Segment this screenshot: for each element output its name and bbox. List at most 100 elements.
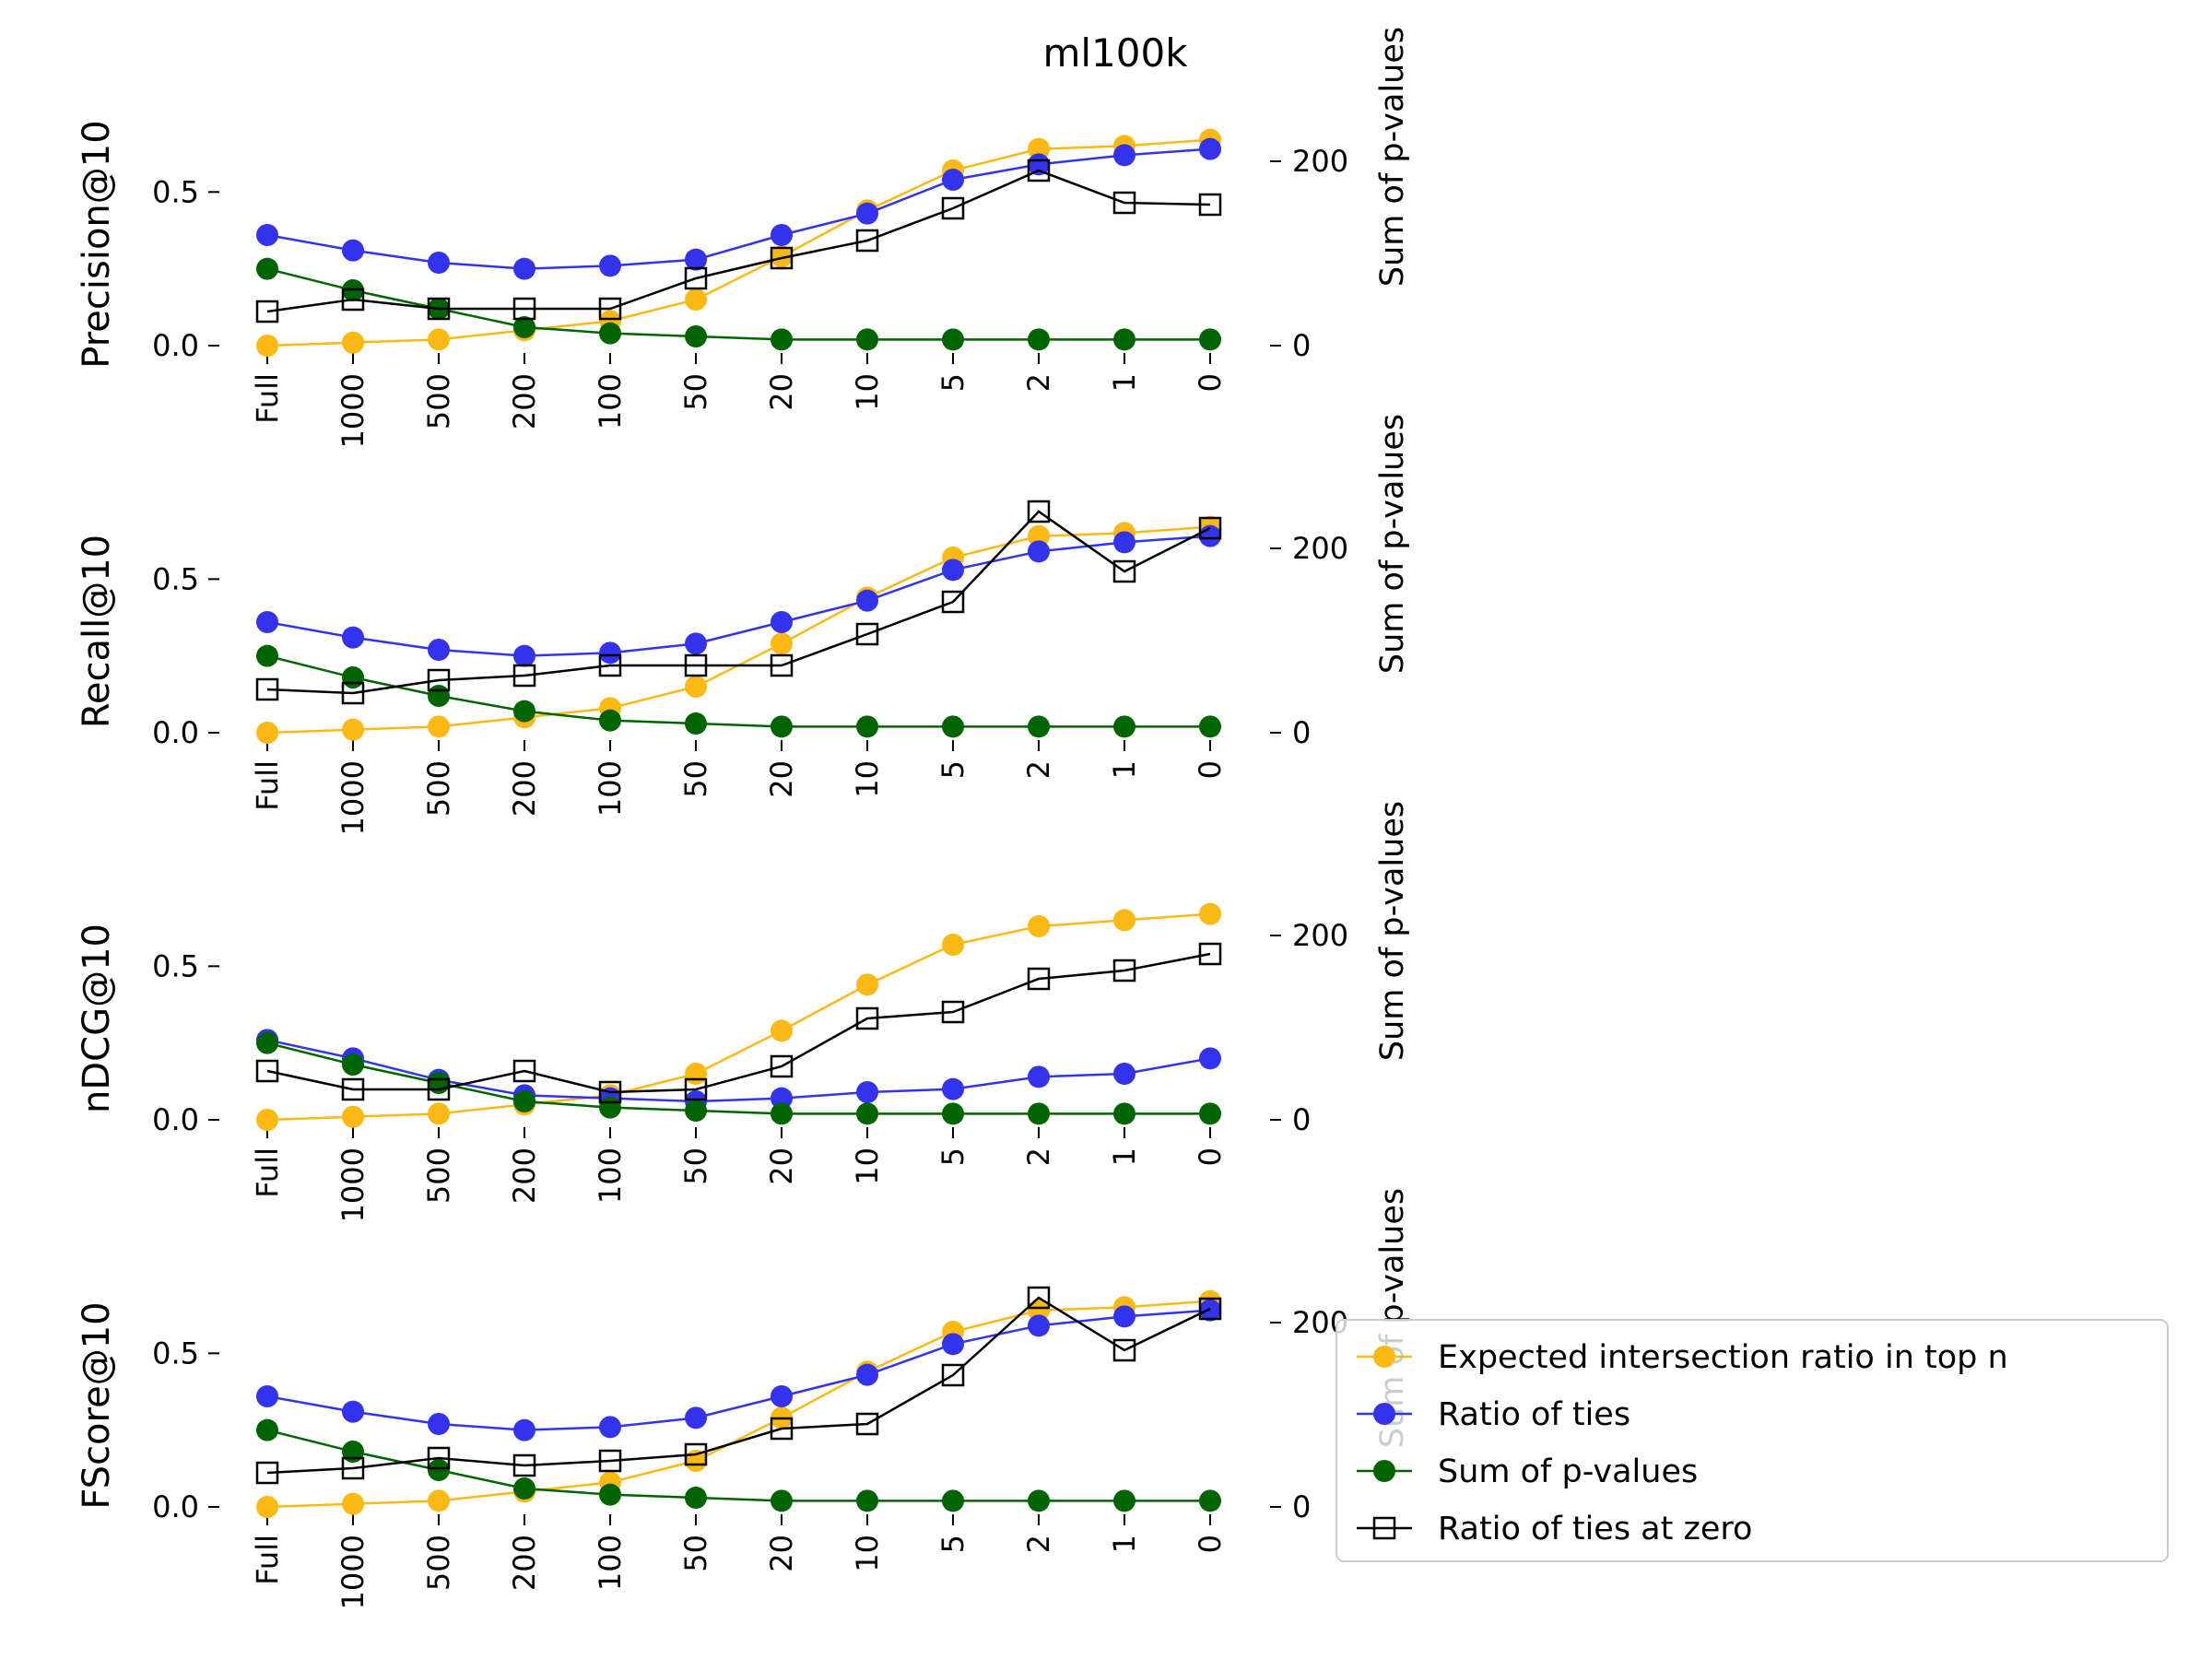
data-point: [513, 1418, 535, 1441]
legend-entry: Ratio of ties: [1357, 1396, 1630, 1433]
data-point: [342, 626, 364, 649]
data-point: [1113, 328, 1135, 351]
x-tick-label: 1: [1107, 1535, 1142, 1553]
data-point: [942, 1102, 964, 1125]
data-point: [685, 325, 707, 347]
data-point: [255, 677, 279, 701]
data-point: [684, 266, 708, 290]
data-point: [255, 1461, 279, 1485]
data-point: [341, 1456, 365, 1480]
data-point: [1028, 915, 1050, 937]
legend-entry: Ratio of ties at zero: [1357, 1511, 1752, 1547]
data-point: [941, 1000, 965, 1024]
x-tick-label: 500: [421, 1147, 456, 1204]
data-point: [856, 1102, 878, 1125]
data-point: [428, 1072, 450, 1094]
data-point: [512, 664, 536, 688]
data-point: [942, 169, 964, 191]
data-point: [1198, 1297, 1222, 1321]
legend-marker: [1373, 1403, 1395, 1425]
data-point: [1199, 137, 1221, 160]
series-line: [266, 1309, 1211, 1431]
data-point: [513, 316, 535, 338]
data-point: [942, 1333, 964, 1356]
data-point: [771, 224, 793, 246]
legend-label: Ratio of ties at zero: [1438, 1511, 1752, 1547]
data-point: [427, 1446, 451, 1470]
x-tick-label: 50: [678, 1147, 713, 1185]
data-point: [855, 622, 879, 646]
data-point: [1199, 1047, 1221, 1070]
series-line: [266, 1300, 1211, 1509]
x-tick-label: 100: [593, 373, 628, 429]
series-ratio-of-ties-at-zero: [255, 159, 1222, 324]
data-point: [428, 1102, 450, 1125]
data-point: [684, 1442, 708, 1466]
x-tick-label: 1: [1107, 760, 1142, 779]
data-point: [256, 611, 278, 633]
y-axis-title: Recall@10: [76, 535, 118, 728]
data-point: [1199, 902, 1221, 925]
series-expected-intersection-ratio-in-top-n: [256, 902, 1221, 1131]
y2-tick-label: 0: [1292, 1102, 1311, 1137]
x-tick-label: 1: [1107, 373, 1142, 392]
data-point: [428, 252, 450, 274]
data-point: [428, 715, 450, 738]
data-point: [513, 257, 535, 280]
data-point: [1028, 1065, 1050, 1088]
data-point: [1028, 1299, 1050, 1322]
data-point: [342, 331, 364, 354]
data-point: [771, 1019, 793, 1042]
data-point: [771, 328, 793, 351]
data-point: [256, 722, 278, 744]
data-point: [856, 202, 878, 225]
x-tick-label: Full: [250, 1147, 285, 1198]
x-tick-label: Full: [250, 373, 285, 424]
data-point: [1112, 959, 1136, 982]
x-tick-label: 200: [507, 1535, 542, 1591]
data-point: [256, 224, 278, 246]
data-point: [771, 245, 793, 268]
y-axis-title: FScore@10: [76, 1301, 118, 1509]
data-point: [942, 559, 964, 582]
series-line: [266, 525, 1211, 735]
data-point: [428, 1459, 450, 1481]
data-point: [428, 685, 450, 707]
x-tick-label: 20: [764, 373, 799, 411]
data-point: [599, 254, 621, 277]
x-tick-label: 500: [421, 1535, 456, 1591]
series-ratio-of-ties: [256, 1299, 1221, 1441]
y2-axis-title: Sum of p-values: [1374, 801, 1411, 1061]
series-expected-intersection-ratio-in-top-n: [256, 1289, 1221, 1518]
data-point: [598, 653, 622, 677]
series-line: [266, 267, 1210, 341]
x-tick-label: 2: [1021, 1147, 1056, 1166]
legend-label: Ratio of ties: [1438, 1396, 1630, 1433]
x-tick-label: 2: [1021, 1535, 1056, 1553]
data-point: [685, 632, 707, 655]
series-ratio-of-ties-at-zero: [255, 500, 1222, 705]
data-point: [1027, 500, 1051, 524]
legend-box: [1335, 1319, 2169, 1562]
data-point: [855, 229, 879, 253]
x-tick-label: 0: [1193, 1535, 1228, 1553]
data-point: [1113, 531, 1135, 554]
legend-marker: [1373, 1460, 1395, 1482]
series-line: [266, 952, 1211, 1094]
y2-tick-label: 200: [1292, 144, 1348, 179]
data-point: [941, 590, 965, 614]
data-point: [342, 1492, 364, 1515]
data-point: [685, 676, 707, 698]
x-tick-label: 5: [935, 760, 971, 779]
data-point: [855, 1006, 879, 1030]
data-point: [599, 1096, 621, 1119]
y-tick-label: 0.5: [152, 1335, 199, 1371]
data-point: [256, 1109, 278, 1131]
data-point: [685, 248, 707, 271]
x-tick-label: Full: [250, 760, 285, 811]
legend-marker: [1372, 1516, 1396, 1540]
series-line: [266, 169, 1211, 313]
